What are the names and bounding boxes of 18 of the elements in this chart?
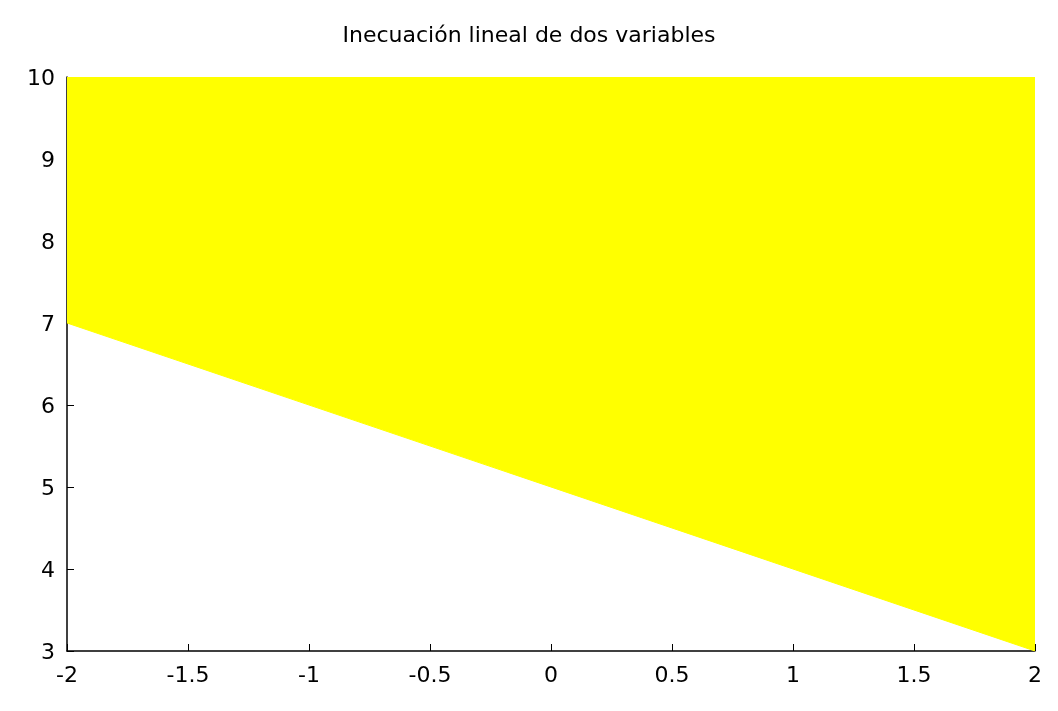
x-tick-label: 0 xyxy=(544,661,558,687)
y-tick-label: 9 xyxy=(41,146,55,172)
x-tick-label: -2 xyxy=(56,661,78,687)
y-tick-label: 5 xyxy=(41,474,55,500)
chart-title: Inecuación lineal de dos variables xyxy=(342,21,716,47)
x-tick-label: -0.5 xyxy=(408,661,452,687)
y-tick-label: 3 xyxy=(41,638,55,664)
x-tick-label: -1.5 xyxy=(166,661,210,687)
x-tick-label: -1 xyxy=(298,661,320,687)
x-tick-label: 2 xyxy=(1028,661,1042,687)
y-tick-label: 4 xyxy=(41,556,55,582)
x-tick-label: 1.5 xyxy=(896,661,932,687)
y-tick-label: 10 xyxy=(27,64,55,90)
y-tick-label: 7 xyxy=(41,310,55,336)
x-tick-label: 0.5 xyxy=(654,661,690,687)
y-tick-label: 6 xyxy=(41,392,55,418)
y-tick-label: 8 xyxy=(41,228,55,254)
x-tick-label: 1 xyxy=(786,661,800,687)
